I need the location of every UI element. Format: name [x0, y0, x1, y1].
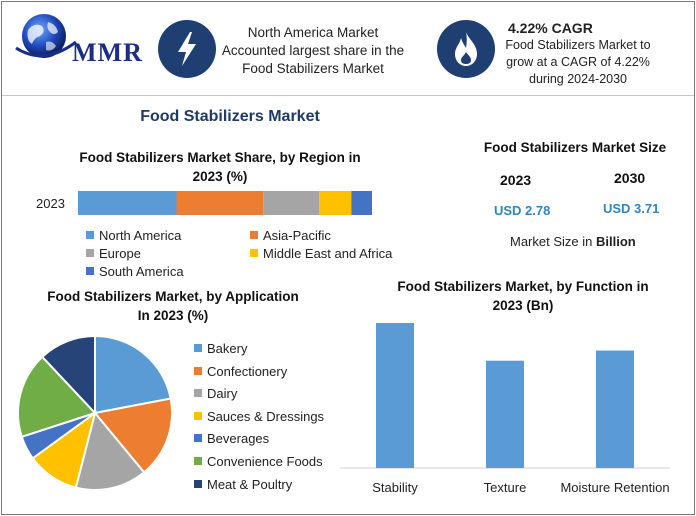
legend-swatch: [250, 249, 258, 257]
pie-legend-item: Convenience Foods: [194, 454, 324, 477]
legend-item-asia-pacific: Asia-Pacific: [250, 228, 331, 243]
legend-item-europe: Europe: [86, 246, 141, 261]
legend-swatch: [194, 366, 202, 375]
market-size-value-2: USD 3.71: [603, 201, 660, 216]
logo-text: MMR: [72, 38, 143, 67]
market-size-title: Food Stabilizers Market Size: [483, 140, 667, 155]
region-bar-segment-1: [176, 191, 264, 215]
pie-legend-item: Dairy: [194, 386, 324, 409]
mmr-logo: MMR: [14, 8, 144, 78]
pie-slice-1: [93, 397, 173, 474]
legend-label: Middle East and Africa: [263, 246, 393, 261]
na-line-1: North America Market: [247, 25, 379, 40]
cagr-note: 4.22% CAGR Food Stabilizers Market to gr…: [498, 20, 658, 88]
legend-label: Convenience Foods: [207, 453, 323, 469]
na-line-3: Food Stabilizers Market: [242, 61, 384, 76]
pie-legend-item: Confectionery: [194, 364, 324, 387]
region-chart-title: Food Stabilizers Market Share, by Region…: [60, 148, 380, 186]
pie-legend-item: Sauces & Dressings: [194, 409, 324, 432]
legend-label: Bakery: [207, 341, 248, 356]
main-title: Food Stabilizers Market: [140, 108, 320, 125]
legend-label: South America: [99, 264, 184, 279]
region-title-line-2: 2023 (%): [192, 169, 248, 184]
legend-label: North America: [99, 228, 182, 243]
legend-label: Sauces & Dressings: [207, 408, 325, 424]
legend-swatch: [194, 411, 202, 420]
region-bar-category-label: 2023: [36, 196, 65, 211]
application-title-line-2: In 2023 (%): [137, 308, 209, 323]
pie-legend-item: Meat & Poultry: [194, 477, 324, 500]
region-title-line-1: Food Stabilizers Market Share, by Region…: [79, 150, 361, 165]
market-size-year-2: 2030: [614, 170, 646, 186]
note-unit: Billion: [595, 234, 636, 249]
function-bar-1: [486, 360, 524, 468]
legend-item-mea: Middle East and Africa: [250, 246, 392, 261]
legend-swatch: [86, 231, 94, 239]
region-bar-segment-2: [263, 191, 320, 215]
cagr-line-2: grow at a CAGR of 4.22%: [506, 55, 650, 69]
pie-slice-6: [40, 334, 96, 416]
cagr-line-1: Food Stabilizers Market to: [505, 38, 651, 52]
legend-swatch: [194, 434, 202, 443]
function-tick-label: Moisture Retention: [560, 480, 669, 495]
legend-label: Europe: [99, 246, 141, 261]
legend-swatch: [194, 456, 202, 465]
globe-icon: [15, 14, 77, 58]
pie-legend-item: Bakery: [194, 341, 324, 364]
region-bar-segment-4: [351, 191, 372, 215]
legend-label: Confectionery: [207, 363, 288, 379]
na-line-2: Accounted largest share in the: [221, 43, 405, 58]
cagr-line-3: during 2024-2030: [529, 72, 627, 86]
lightning-bolt-icon: [158, 20, 216, 78]
legend-swatch: [86, 249, 94, 257]
pie-slice-0: [94, 334, 172, 415]
legend-swatch: [194, 344, 202, 352]
application-chart-title: Food Stabilizers Market, by Application …: [28, 287, 318, 325]
cagr-headline: 4.22% CAGR: [508, 20, 593, 36]
function-bar-0: [376, 323, 414, 468]
region-stacked-bar: [78, 191, 372, 215]
function-title-line-2: 2023 (Bn): [492, 298, 554, 313]
legend-swatch: [250, 231, 258, 239]
market-size-value-1: USD 2.78: [494, 203, 551, 218]
note-prefix: Market Size in: [510, 234, 596, 249]
application-title-line-1: Food Stabilizers Market, by Application: [47, 289, 299, 304]
function-title-line-1: Food Stabilizers Market, by Function in: [397, 279, 649, 294]
legend-item-north-america: North America: [86, 228, 181, 243]
legend-swatch: [194, 479, 202, 488]
market-size-year-1: 2023: [500, 172, 532, 188]
market-size-note: Market Size in Billion: [510, 234, 636, 249]
north-america-note: North America Market Accounted largest s…: [218, 24, 408, 78]
function-bar-chart: Stability Texture Moisture Retention: [340, 323, 670, 495]
legend-swatch: [86, 267, 94, 275]
legend-label: Beverages: [207, 431, 270, 447]
legend-item-south-america: South America: [86, 264, 184, 279]
application-pie-chart: [17, 334, 173, 491]
legend-swatch: [194, 389, 202, 398]
function-tick-label: Stability: [372, 480, 418, 495]
function-bar-2: [596, 350, 634, 468]
region-bar-segment-0: [78, 191, 177, 215]
header-band: [2, 2, 694, 96]
legend-label: Asia-Pacific: [263, 228, 331, 243]
function-tick-label: Texture: [484, 480, 527, 495]
pie-slice-2: [74, 410, 146, 491]
legend-label: Meat & Poultry: [207, 476, 293, 492]
pie-slice-5: [17, 355, 97, 439]
function-chart-title: Food Stabilizers Market, by Function in …: [388, 277, 658, 315]
application-legend: Bakery Confectionery Dairy Sauces & Dressin…: [194, 341, 324, 499]
pie-legend-item: Beverages: [194, 431, 324, 454]
region-bar-segment-3: [319, 191, 352, 215]
flame-icon: [437, 20, 495, 78]
legend-label: Dairy: [207, 386, 238, 402]
